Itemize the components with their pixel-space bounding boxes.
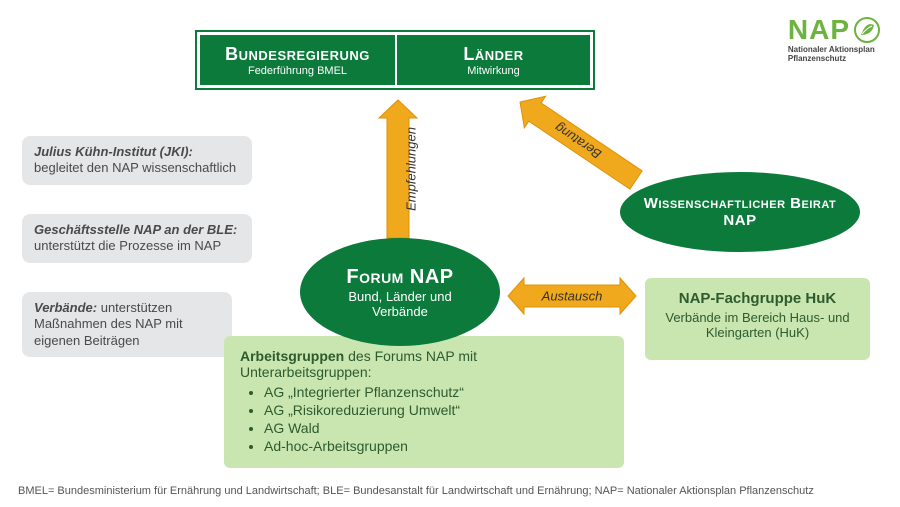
forum-title: Forum NAP bbox=[346, 266, 453, 289]
ag-list: AG „Integrierter Pflanzenschutz“ AG „Ris… bbox=[264, 384, 608, 454]
ag-item: AG „Risikoreduzierung Umwelt“ bbox=[264, 402, 608, 418]
note-jki-title: Julius Kühn-Institut (JKI): bbox=[34, 144, 193, 159]
forum-sub: Bund, Länder und Verbände bbox=[300, 289, 500, 319]
ag-item: Ad-hoc-Arbeitsgruppen bbox=[264, 438, 608, 454]
huk-box: NAP-Fachgruppe HuK Verbände im Bereich H… bbox=[645, 278, 870, 360]
logo-sub2: Pflanzenschutz bbox=[788, 55, 882, 64]
forum-nap-ellipse: Forum NAP Bund, Länder und Verbände bbox=[300, 238, 500, 346]
beirat-ellipse: Wissenschaftlicher Beirat NAP bbox=[620, 172, 860, 252]
note-ble: Geschäftsstelle NAP an der BLE: unterstü… bbox=[22, 214, 252, 263]
nap-logo: NAP Nationaler Aktionsplan Pflanzenschut… bbox=[788, 14, 882, 64]
note-verbaende: Verbände: unterstützen Maßnahmen des NAP… bbox=[22, 292, 232, 357]
footer-abbrev: BMEL= Bundesministerium für Ernährung un… bbox=[18, 485, 814, 497]
note-jki: Julius Kühn-Institut (JKI): begleitet de… bbox=[22, 136, 252, 185]
logo-text: NAP bbox=[788, 14, 850, 46]
beirat-title: Wissenschaftlicher Beirat NAP bbox=[620, 195, 860, 229]
note-jki-text: begleitet den NAP wissenschaftlich bbox=[34, 160, 236, 175]
ag-lead-bold: Arbeitsgruppen bbox=[240, 348, 344, 364]
arrow-label-beratung: Beratung bbox=[552, 120, 604, 162]
government-bar: Bundesregierung Federführung BMEL Länder… bbox=[195, 30, 595, 90]
note-verbaende-title: Verbände: bbox=[34, 300, 97, 315]
ag-lead: Arbeitsgruppen des Forums NAP mit Untera… bbox=[240, 348, 608, 380]
note-ble-title: Geschäftsstelle NAP an der BLE: bbox=[34, 222, 237, 237]
working-groups-box: Arbeitsgruppen des Forums NAP mit Untera… bbox=[224, 336, 624, 468]
huk-text: Verbände im Bereich Haus- und Kleingarte… bbox=[661, 310, 854, 340]
gov-right-title: Länder bbox=[397, 44, 590, 65]
arrow-label-austausch: Austausch bbox=[542, 289, 603, 304]
gov-left-sub: Federführung BMEL bbox=[200, 65, 395, 77]
arrow-label-empfehlungen: Empfehlungen bbox=[404, 127, 419, 211]
gov-cell-bundesregierung: Bundesregierung Federführung BMEL bbox=[200, 35, 395, 85]
leaf-icon bbox=[852, 15, 882, 45]
note-ble-text: unterstützt die Prozesse im NAP bbox=[34, 238, 221, 253]
gov-cell-laender: Länder Mitwirkung bbox=[395, 35, 590, 85]
ag-item: AG Wald bbox=[264, 420, 608, 436]
ag-item: AG „Integrierter Pflanzenschutz“ bbox=[264, 384, 608, 400]
diagram-canvas: NAP Nationaler Aktionsplan Pflanzenschut… bbox=[0, 0, 900, 507]
huk-title: NAP-Fachgruppe HuK bbox=[661, 290, 854, 307]
gov-left-title: Bundesregierung bbox=[200, 44, 395, 65]
gov-right-sub: Mitwirkung bbox=[397, 65, 590, 77]
